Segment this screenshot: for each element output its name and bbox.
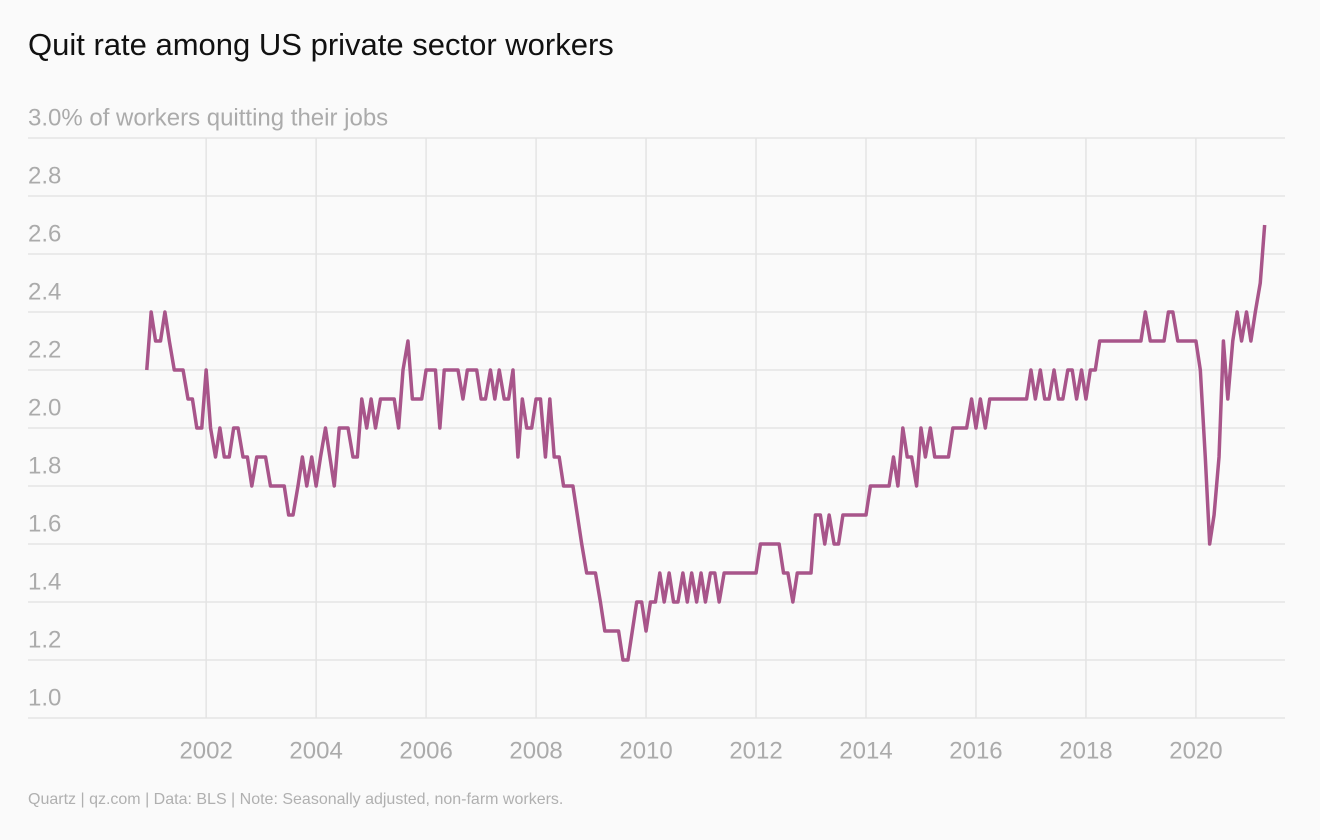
x-tick-label: 2006 — [399, 737, 452, 764]
x-tick-label: 2020 — [1169, 737, 1222, 764]
x-tick-label: 2016 — [949, 737, 1002, 764]
y-tick-label: 2.8 — [28, 162, 61, 189]
y-tick-label: 2.2 — [28, 336, 61, 363]
y-tick-label: 2.4 — [28, 278, 61, 305]
y-tick-label: 2.0 — [28, 394, 61, 421]
x-tick-label: 2012 — [729, 737, 782, 764]
y-tick-label: 3.0% of workers quitting their jobs — [28, 104, 388, 131]
x-tick-label: 2002 — [179, 737, 232, 764]
x-tick-label: 2014 — [839, 737, 892, 764]
footer: Quartz | qz.com | Data: BLS | Note: Seas… — [28, 791, 563, 808]
y-tick-label: 1.0 — [28, 684, 61, 711]
y-tick-label: 1.4 — [28, 568, 61, 595]
chart-title: Quit rate among US private sector worker… — [28, 27, 614, 62]
y-tick-label: 1.8 — [28, 452, 61, 479]
x-tick-label: 2004 — [289, 737, 342, 764]
y-tick-label: 2.6 — [28, 220, 61, 247]
y-tick-label: 1.6 — [28, 510, 61, 537]
x-tick-label: 2008 — [509, 737, 562, 764]
data-line — [145, 224, 1267, 662]
x-tick-label: 2010 — [619, 737, 672, 764]
x-tick-label: 2018 — [1059, 737, 1112, 764]
y-tick-label: 1.2 — [28, 626, 61, 653]
